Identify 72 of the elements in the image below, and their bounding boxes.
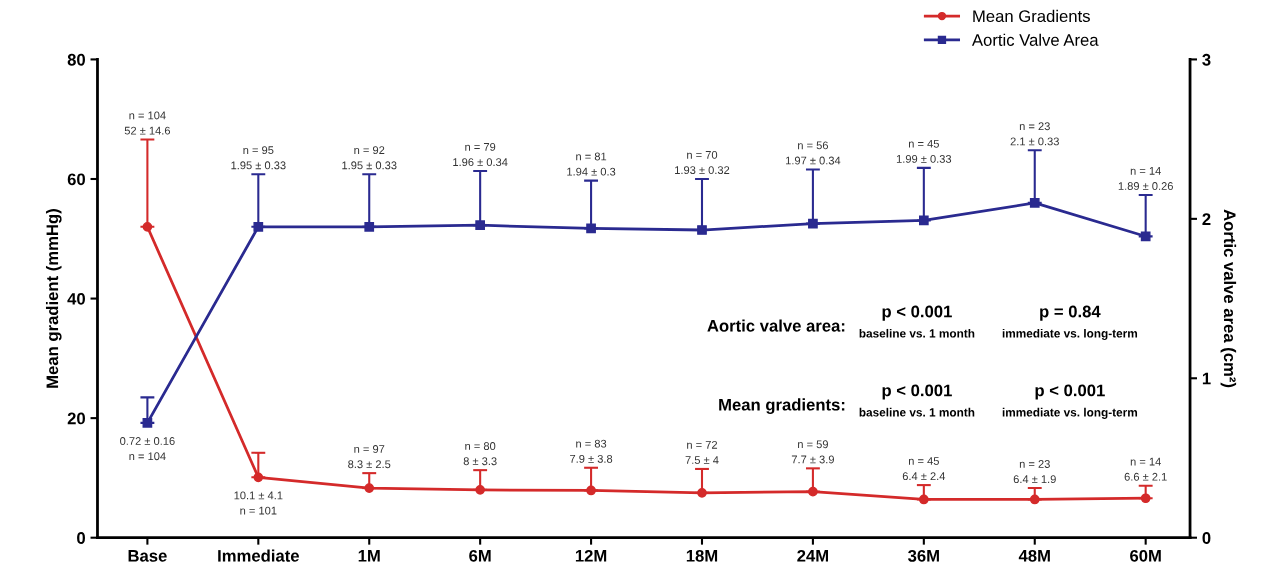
point (586, 223, 596, 234)
x-tick-label: 18M (686, 549, 718, 562)
y-tick-label: 20 (67, 412, 85, 425)
y2-tick-label: 0 (1202, 532, 1211, 544)
point (1029, 198, 1040, 208)
y2-axis-title: Aortic valve area (cm²) (1220, 209, 1237, 388)
annotation: n = 72 7.5 ± 4 (685, 440, 719, 464)
point (253, 221, 264, 232)
y-tick-label: 40 (67, 292, 85, 305)
annotation: n = 92 1.95 ± 0.33 (342, 146, 397, 170)
point (1140, 493, 1151, 504)
x-tick-label: 24M (797, 549, 829, 562)
annotation: n = 97 8.3 ± 2.5 (348, 445, 391, 469)
point (918, 494, 929, 505)
point (918, 215, 929, 226)
point (697, 488, 707, 498)
annotation: 10.1 ± 4.1 n = 101 (234, 491, 283, 515)
annotation: immediate vs. long-term (1002, 328, 1138, 340)
annotation: p < 0.001 (882, 305, 952, 321)
x-tick-label: 60M (1130, 549, 1161, 562)
annotation: p < 0.001 (882, 384, 952, 400)
point (142, 418, 153, 428)
x-tick-label: Immediate (218, 549, 299, 562)
point (586, 485, 596, 496)
annotation: baseline vs. 1 month (859, 328, 975, 338)
point (808, 218, 818, 229)
annotation: n = 80 8 ± 3.3 (463, 442, 497, 466)
annotation: n = 14 6.6 ± 2.1 (1124, 457, 1167, 481)
point (364, 483, 375, 493)
annotation: n = 83 7.9 ± 3.8 (570, 439, 613, 463)
legend-label: Mean Gradients (973, 9, 1090, 23)
y-axis-title: Mean gradient (mmHg) (45, 209, 62, 388)
point (1029, 494, 1040, 505)
annotation: n = 59 7.7 ± 3.9 (791, 440, 834, 464)
annotation: immediate vs. long-term (1002, 407, 1138, 419)
annotation: Aortic valve area: (707, 319, 845, 332)
annotation: n = 45 6.4 ± 2.4 (902, 457, 946, 481)
y2-tick-label: 3 (1202, 53, 1211, 66)
annotation: n = 70 1.93 ± 0.32 (675, 150, 730, 175)
point (808, 486, 818, 497)
x-tick-label: 48M (1018, 549, 1050, 562)
x-tick-label: Base (128, 550, 167, 562)
point (475, 220, 486, 231)
annotation: n = 56 1.97 ± 0.34 (786, 141, 841, 165)
legend-label: Aortic Valve Area (971, 33, 1099, 46)
point (253, 472, 264, 483)
point (142, 221, 153, 232)
y-tick-label: 80 (67, 53, 85, 66)
annotation: n = 45 1.99 ± 0.33 (896, 139, 952, 163)
annotation: n = 23 2.1 ± 0.33 (1010, 122, 1059, 146)
y-tick-label: 60 (67, 173, 85, 186)
x-tick-label: 12M (575, 549, 607, 562)
y-tick-label: 0 (77, 532, 85, 544)
annotation: p = 0.84 (1040, 305, 1101, 321)
annotation: n = 14 1.89 ± 0.26 (1118, 167, 1173, 190)
point (364, 221, 375, 232)
x-tick-label: 6M (469, 549, 491, 562)
y2-tick-label: 2 (1202, 213, 1211, 225)
annotation: n = 79 1.96 ± 0.34 (453, 143, 508, 167)
annotation: n = 104 52 ± 14.6 (124, 111, 171, 135)
annotation: baseline vs. 1 month (859, 407, 975, 417)
annotation: Mean gradients: (719, 398, 845, 414)
annotation: p < 0.001 (1035, 384, 1105, 400)
annotation: n = 95 1.95 ± 0.33 (231, 146, 286, 170)
x-tick-label: 1M (358, 550, 380, 562)
annotation: 0.72 ± 0.16 n = 104 (120, 437, 175, 461)
annotation: n = 23 6.4 ± 1.9 (1013, 460, 1056, 484)
point (1140, 231, 1151, 242)
x-tick-label: 36M (908, 549, 939, 562)
annotation: n = 81 1.94 ± 0.3 (567, 152, 616, 176)
y2-tick-label: 1 (1202, 372, 1211, 385)
point (475, 485, 486, 495)
